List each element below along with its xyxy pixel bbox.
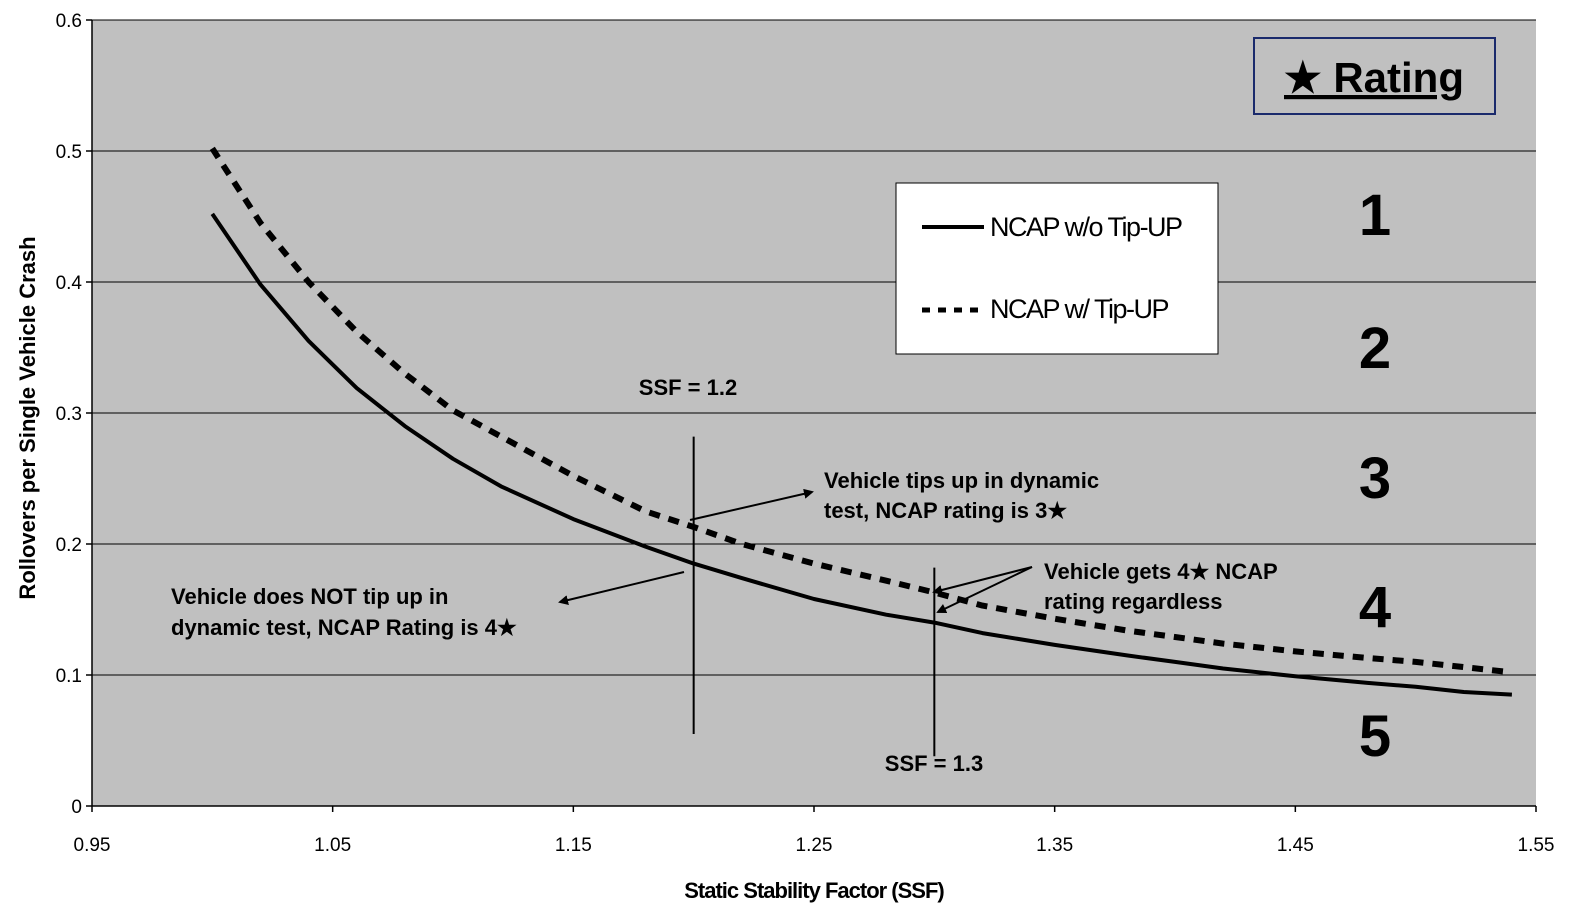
annotation-not-tip-line1: Vehicle does NOT tip up in — [171, 584, 448, 609]
rating-level-5: 5 — [1359, 704, 1391, 769]
series-layer — [209, 146, 1513, 697]
legend-label-dotted: NCAP w/ Tip-UP — [990, 294, 1169, 324]
x-tick-label-2: 1.15 — [555, 835, 592, 856]
y-tick-labels: 0 0.1 0.2 0.3 0.4 0.5 0.6 — [56, 11, 83, 818]
y-axis-title: Rollovers per Single Vehicle Crash — [15, 236, 40, 599]
y-tick-label-2: 0.2 — [56, 535, 82, 556]
rating-title: ★ Rating — [1284, 54, 1464, 101]
x-tick-label-6: 1.55 — [1518, 835, 1555, 856]
legend: NCAP w/o Tip-UP NCAP w/ Tip-UP — [895, 182, 1219, 355]
x-tick-label-5: 1.45 — [1277, 835, 1314, 856]
series-line-without-tip-up — [210, 212, 1513, 697]
arrow-gets-4-upper — [932, 566, 1033, 595]
x-tick-label-0: 0.95 — [74, 835, 111, 856]
rating-box: ★ Rating — [1253, 37, 1496, 115]
legend-box — [895, 182, 1219, 355]
arrow-not-tip — [558, 571, 685, 605]
legend-label-solid: NCAP w/o Tip-UP — [990, 212, 1182, 242]
y-tick-label-5: 0.5 — [56, 142, 82, 163]
arrow-gets-4-lower — [936, 566, 1033, 614]
annotation-gets-4-line1: Vehicle gets 4★ NCAP — [1044, 559, 1278, 584]
ssf-1-2-label: SSF = 1.2 — [639, 375, 737, 400]
series-line-with-tip-up — [209, 146, 1513, 676]
x-tick-label-3: 1.25 — [796, 835, 833, 856]
y-tick-label-1: 0.1 — [56, 666, 82, 687]
ssf-markers — [692, 436, 936, 757]
annotation-not-tip-line2: dynamic test, NCAP Rating is 4★ — [171, 615, 517, 640]
gridlines — [92, 19, 1536, 676]
x-tick-label-4: 1.35 — [1036, 835, 1073, 856]
rating-box-frame — [1253, 37, 1496, 115]
rating-level-1: 1 — [1359, 183, 1391, 248]
y-tick-label-4: 0.4 — [56, 273, 83, 294]
x-axis-title: Static Stability Factor (SSF) — [684, 878, 944, 903]
x-tick-labels: 0.95 1.05 1.15 1.25 1.35 1.45 1.55 — [74, 835, 1555, 856]
rating-level-2: 2 — [1359, 316, 1391, 381]
rating-level-3: 3 — [1359, 446, 1391, 511]
annotation-gets-4-line2: rating regardless — [1044, 589, 1223, 614]
y-tick-label-3: 0.3 — [56, 404, 82, 425]
x-tick-label-1: 1.05 — [314, 835, 351, 856]
annotation-tips-up-line1: Vehicle tips up in dynamic — [824, 468, 1099, 493]
annotation-tips-up-line2: test, NCAP rating is 3★ — [824, 498, 1067, 523]
y-tick-label-6: 0.6 — [56, 11, 82, 32]
y-tick-label-0: 0 — [71, 797, 82, 818]
rating-level-4: 4 — [1359, 575, 1391, 640]
arrow-tips-up — [689, 488, 814, 521]
axes — [86, 19, 1537, 812]
ssf-1-3-label: SSF = 1.3 — [885, 751, 983, 776]
